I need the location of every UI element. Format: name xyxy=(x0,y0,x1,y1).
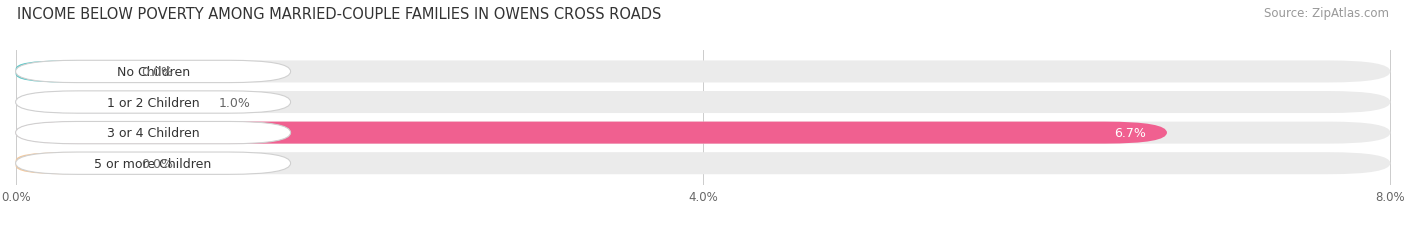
FancyBboxPatch shape xyxy=(15,122,1391,144)
Text: 1.0%: 1.0% xyxy=(218,96,250,109)
FancyBboxPatch shape xyxy=(15,122,1167,144)
Text: 0.0%: 0.0% xyxy=(141,157,173,170)
FancyBboxPatch shape xyxy=(15,152,110,174)
FancyBboxPatch shape xyxy=(15,152,291,175)
FancyBboxPatch shape xyxy=(15,122,291,144)
FancyBboxPatch shape xyxy=(15,152,1391,174)
Text: No Children: No Children xyxy=(117,66,190,79)
FancyBboxPatch shape xyxy=(15,92,1391,114)
FancyBboxPatch shape xyxy=(15,61,1391,83)
Text: 5 or more Children: 5 or more Children xyxy=(94,157,212,170)
FancyBboxPatch shape xyxy=(15,61,291,83)
Text: 3 or 4 Children: 3 or 4 Children xyxy=(107,127,200,140)
Text: 0.0%: 0.0% xyxy=(141,66,173,79)
Text: 1 or 2 Children: 1 or 2 Children xyxy=(107,96,200,109)
Text: Source: ZipAtlas.com: Source: ZipAtlas.com xyxy=(1264,7,1389,20)
FancyBboxPatch shape xyxy=(15,61,110,83)
FancyBboxPatch shape xyxy=(15,91,291,114)
Text: INCOME BELOW POVERTY AMONG MARRIED-COUPLE FAMILIES IN OWENS CROSS ROADS: INCOME BELOW POVERTY AMONG MARRIED-COUPL… xyxy=(17,7,661,22)
Text: 6.7%: 6.7% xyxy=(1115,127,1146,140)
FancyBboxPatch shape xyxy=(15,92,187,114)
